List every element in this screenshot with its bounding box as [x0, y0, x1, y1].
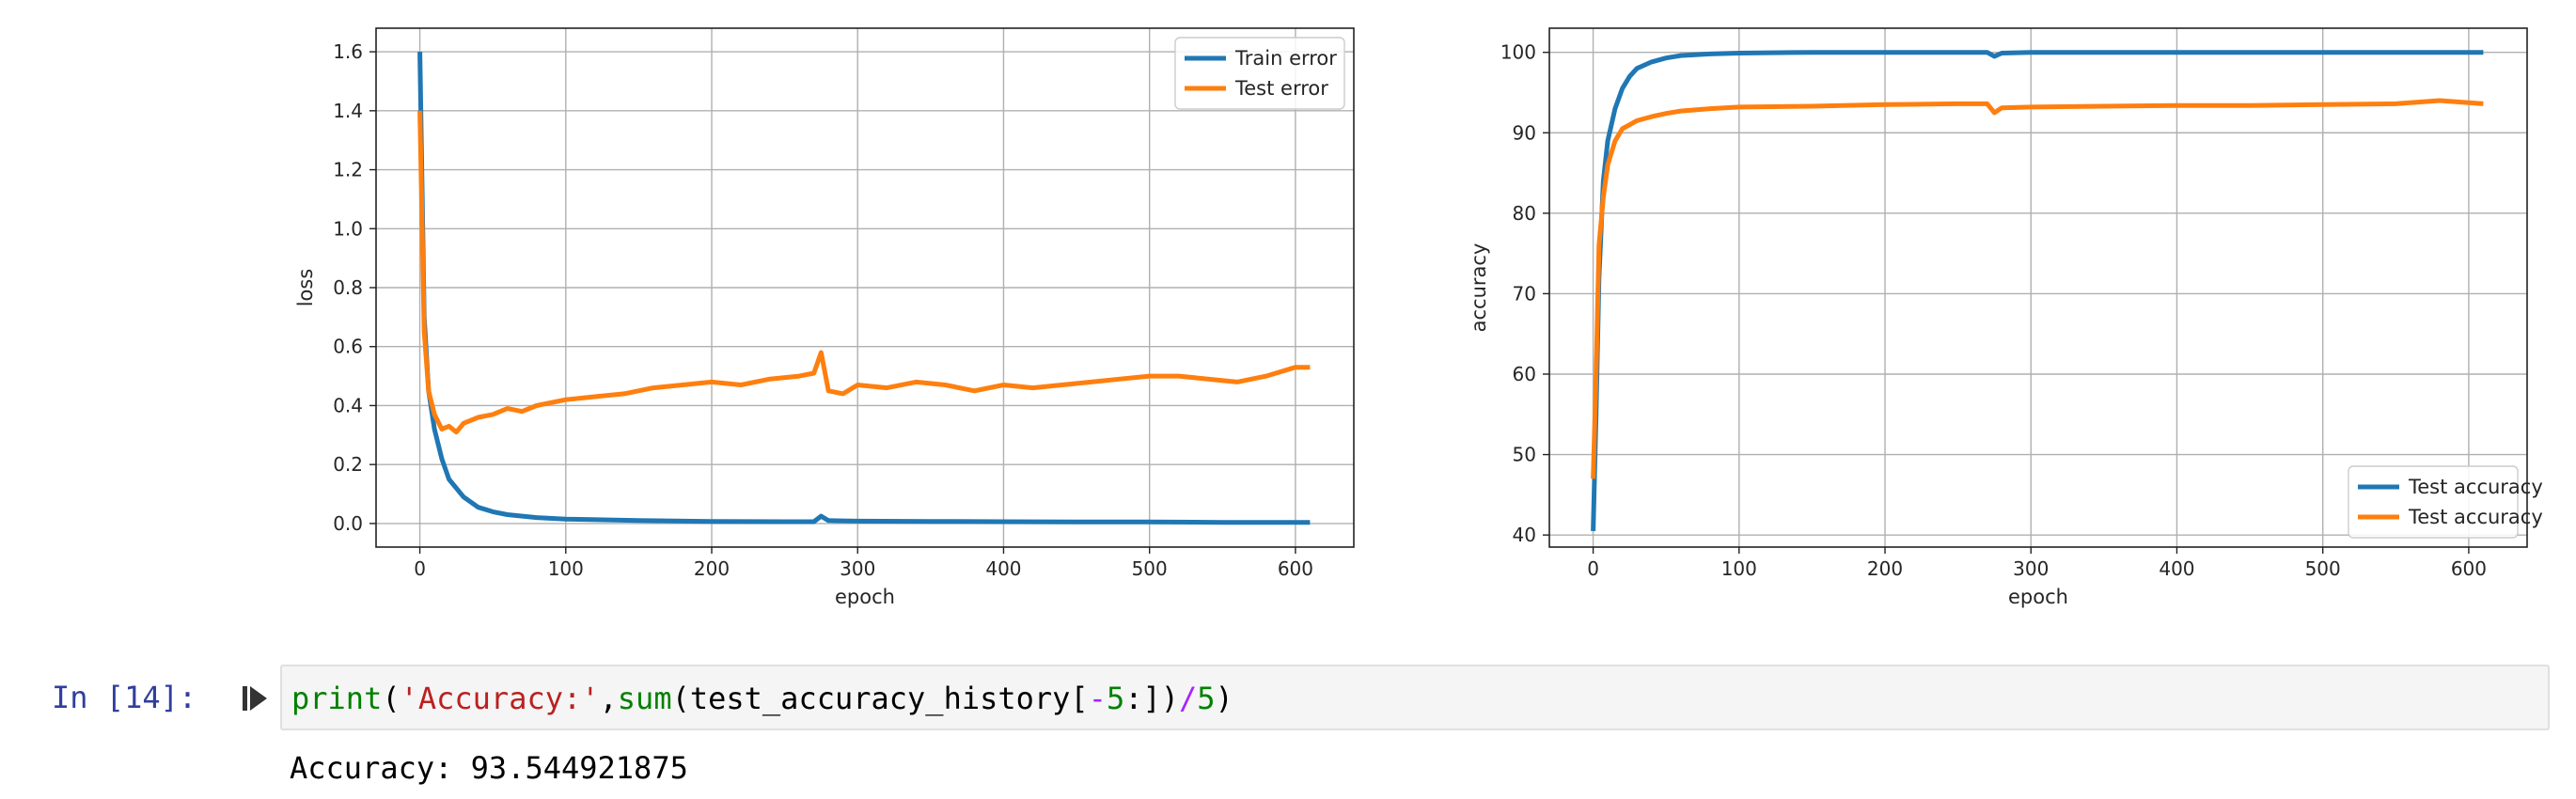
x-axis-label: epoch: [2008, 586, 2068, 608]
y-tick-label: 80: [1513, 202, 1536, 225]
code-token-plain: (test_accuracy_history[: [671, 681, 1089, 716]
training-plots-area: 0 100 200 300 400 500 600 0.0 0.2 0.4 0.6 0.8 1.0 1.2…: [294, 27, 2543, 608]
legend-label: Test accuracy: [2408, 506, 2543, 528]
y-tick-label: 1.6: [333, 40, 363, 63]
code-token-plain: ,: [599, 681, 618, 716]
x-tick-label: 200: [694, 557, 730, 580]
charts-svg: 0 100 200 300 400 500 6000.00.20.40.60.81.01.2…: [294, 27, 2543, 608]
y-tick-label: 0.4: [333, 394, 363, 416]
x-tick-label: 500: [1132, 557, 1168, 580]
x-tick-label: 400: [2159, 557, 2194, 580]
y-tick-label: 90: [1513, 121, 1536, 144]
y-tick-label: 1.2: [333, 159, 363, 181]
y-tick-label: 0.6: [333, 336, 363, 358]
x-tick-label: 300: [2013, 557, 2049, 580]
x-tick-label: 300: [840, 557, 875, 580]
y-tick-label: 0.2: [333, 453, 363, 476]
code-cell-input[interactable]: print('Accuracy:',sum(test_accuracy_hist…: [280, 665, 2550, 730]
y-tick-label: 50: [1513, 444, 1536, 466]
x-tick-label: 500: [2305, 557, 2341, 580]
y-axis-label: accuracy: [1468, 243, 1490, 333]
legend-box: [1174, 37, 1345, 110]
legend: Train error Test error: [1174, 37, 1345, 110]
x-axis-label: epoch: [835, 586, 895, 608]
code-token-plain: (: [382, 681, 401, 716]
legend-label: Train error: [1234, 47, 1337, 70]
series-line-2: [1591, 98, 2484, 479]
legend-label: Test error: [1234, 77, 1328, 100]
code-token-num: 5: [1106, 681, 1125, 716]
x-tick-label: 400: [985, 557, 1021, 580]
y-tick-label: 0.0: [333, 512, 363, 535]
y-tick-label: 100: [1500, 41, 1536, 64]
chart-2: 0 100 200 300 400 500 600 40 50 60 70 80 90 100 epoch a…: [1468, 27, 2543, 608]
legend-box: [2348, 465, 2519, 539]
y-tick-label: 1.0: [333, 217, 363, 240]
y-tick-label: 60: [1513, 363, 1536, 385]
code-token-string: 'Accuracy:': [400, 681, 600, 716]
series-line-2: [417, 110, 1311, 435]
plot-frame: [1548, 27, 2528, 548]
y-tick-label: 40: [1513, 524, 1536, 546]
legend: Test accuracy Test accuracy: [2348, 465, 2543, 539]
step-forward-icon[interactable]: [243, 684, 269, 713]
code-token-op: /: [1179, 681, 1198, 716]
x-tick-label: 0: [1587, 557, 1599, 580]
y-tick-label: 1.4: [333, 100, 363, 122]
x-tick-label: 0: [414, 557, 426, 580]
code-token-plain: ): [1215, 681, 1233, 716]
x-tick-label: 100: [548, 557, 584, 580]
chart-1: 0 100 200 300 400 500 600 0.0 0.2 0.4 0.6 0.8 1.0 1.2…: [294, 27, 1355, 608]
x-tick-label: 600: [2451, 557, 2487, 580]
cell-prompt: In [14]:: [52, 680, 197, 715]
code-token-builtin: sum: [617, 681, 672, 716]
legend-label: Test accuracy: [2408, 476, 2543, 498]
series-line-1: [1591, 50, 2484, 531]
x-tick-label: 200: [1867, 557, 1903, 580]
cell-output-text: Accuracy: 93.544921875: [290, 750, 688, 786]
code-token-op: -: [1088, 681, 1107, 716]
code-token-num: 5: [1197, 681, 1216, 716]
x-tick-label: 600: [1278, 557, 1313, 580]
code-token-builtin: print: [291, 681, 383, 716]
code-line: print('Accuracy:',sum(test_accuracy_hist…: [291, 678, 1233, 719]
code-token-plain: :]): [1124, 681, 1180, 716]
x-tick-label: 100: [1721, 557, 1757, 580]
series-line-1: [417, 52, 1311, 525]
y-tick-label: 0.8: [333, 276, 363, 299]
y-tick-label: 70: [1513, 282, 1536, 305]
y-axis-label: loss: [294, 269, 317, 307]
